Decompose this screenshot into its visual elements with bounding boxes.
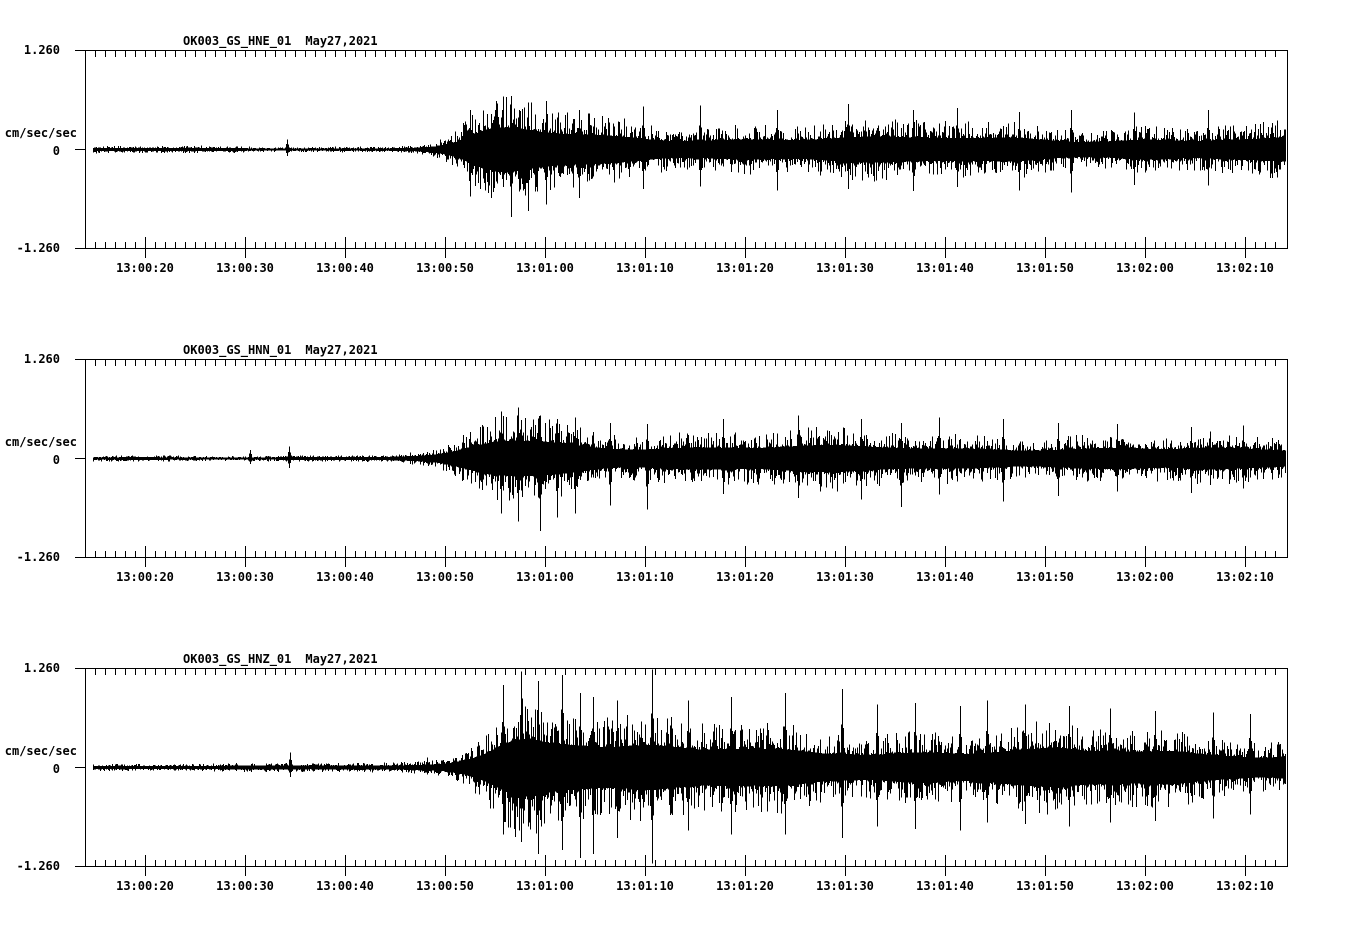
x-tick-label: 13:01:30 [816,261,874,275]
x-tick-label: 13:00:30 [216,261,274,275]
seismogram-panel-hne: OK003_GS_HNE_01 May27,2021 1.260 cm/sec/s… [0,0,1358,309]
seismogram-panel-hnz: OK003_GS_HNZ_01 May27,2021 1.260 cm/sec/s… [0,618,1358,927]
x-tick-label: 13:01:10 [616,879,674,893]
x-minor-ticks-top [95,669,1276,675]
y-tick-label-zero: 0 [52,453,60,467]
x-tick-label: 13:01:50 [1016,570,1074,584]
record-date: May27,2021 [305,652,378,666]
x-tick-label: 13:00:30 [216,570,274,584]
x-tick-label: 13:01:40 [916,261,974,275]
seismogram-plot-hne [75,50,1288,258]
x-minor-ticks-bottom [95,242,1276,248]
x-tick-label: 13:01:50 [1016,879,1074,893]
x-tick-label: 13:00:20 [116,570,174,584]
station-id: OK003_GS_HNE_01 [183,34,292,48]
x-major-ticks [145,855,1246,876]
y-tick-label-max: 1.260 [23,661,60,675]
x-tick-label: 13:01:30 [816,879,874,893]
x-tick-label: 13:00:50 [416,879,474,893]
x-tick-label: 13:01:40 [916,879,974,893]
x-tick-label: 13:00:20 [116,261,174,275]
seismogram-plot-hnz [75,668,1288,876]
x-major-ticks [145,237,1246,258]
waveform-trace [93,669,1286,864]
record-date: May27,2021 [305,34,378,48]
y-tick-label-min: -1.260 [16,859,60,873]
x-tick-label: 13:02:10 [1216,879,1274,893]
panel-title: OK003_GS_HNZ_01 May27,2021 [183,652,378,666]
x-tick-label: 13:00:40 [316,879,374,893]
x-tick-label: 13:01:00 [516,879,574,893]
x-tick-label: 13:01:10 [616,261,674,275]
y-axis-ticks [75,668,85,867]
plot-frame [85,668,1288,867]
x-tick-label: 13:00:30 [216,879,274,893]
seismogram-panel-hnn: OK003_GS_HNN_01 May27,2021 1.260 cm/sec/s… [0,309,1358,618]
x-tick-label: 13:01:10 [616,570,674,584]
y-axis-unit-label: cm/sec/sec [4,744,77,758]
x-tick-label: 13:00:40 [316,570,374,584]
x-minor-ticks-top [95,51,1276,57]
x-tick-label: 13:02:10 [1216,570,1274,584]
panel-title: OK003_GS_HNN_01 May27,2021 [183,343,378,357]
x-tick-label: 13:00:40 [316,261,374,275]
y-tick-label-zero: 0 [52,762,60,776]
x-minor-ticks-bottom [95,860,1276,866]
x-tick-label: 13:00:20 [116,879,174,893]
station-id: OK003_GS_HNN_01 [183,343,292,357]
x-tick-label: 13:01:30 [816,570,874,584]
station-id: OK003_GS_HNZ_01 [183,652,292,666]
x-tick-label: 13:01:50 [1016,261,1074,275]
seismogram-plot-hnn [75,359,1288,567]
plot-frame [85,50,1288,249]
x-tick-label: 13:02:00 [1116,261,1174,275]
y-tick-label-min: -1.260 [16,550,60,564]
y-tick-label-min: -1.260 [16,241,60,255]
panel-title: OK003_GS_HNE_01 May27,2021 [183,34,378,48]
y-tick-label-zero: 0 [52,144,60,158]
x-tick-label: 13:01:20 [716,570,774,584]
x-tick-label: 13:02:00 [1116,879,1174,893]
waveform-trace [93,407,1286,531]
x-tick-label: 13:02:00 [1116,570,1174,584]
record-date: May27,2021 [305,343,378,357]
y-axis-unit-label: cm/sec/sec [4,435,77,449]
y-tick-label-max: 1.260 [23,352,60,366]
x-minor-ticks-bottom [95,551,1276,557]
x-tick-label: 13:00:50 [416,261,474,275]
x-tick-label: 13:01:40 [916,570,974,584]
x-major-ticks [145,546,1246,567]
x-tick-label: 13:02:10 [1216,261,1274,275]
x-tick-label: 13:01:20 [716,879,774,893]
y-tick-label-max: 1.260 [23,43,60,57]
plot-frame [85,359,1288,558]
y-axis-unit-label: cm/sec/sec [4,126,77,140]
y-axis-ticks [75,359,85,558]
x-tick-label: 13:01:20 [716,261,774,275]
x-tick-label: 13:01:00 [516,261,574,275]
waveform-trace [93,96,1286,218]
y-axis-ticks [75,50,85,249]
x-minor-ticks-top [95,360,1276,366]
x-tick-label: 13:00:50 [416,570,474,584]
x-tick-label: 13:01:00 [516,570,574,584]
